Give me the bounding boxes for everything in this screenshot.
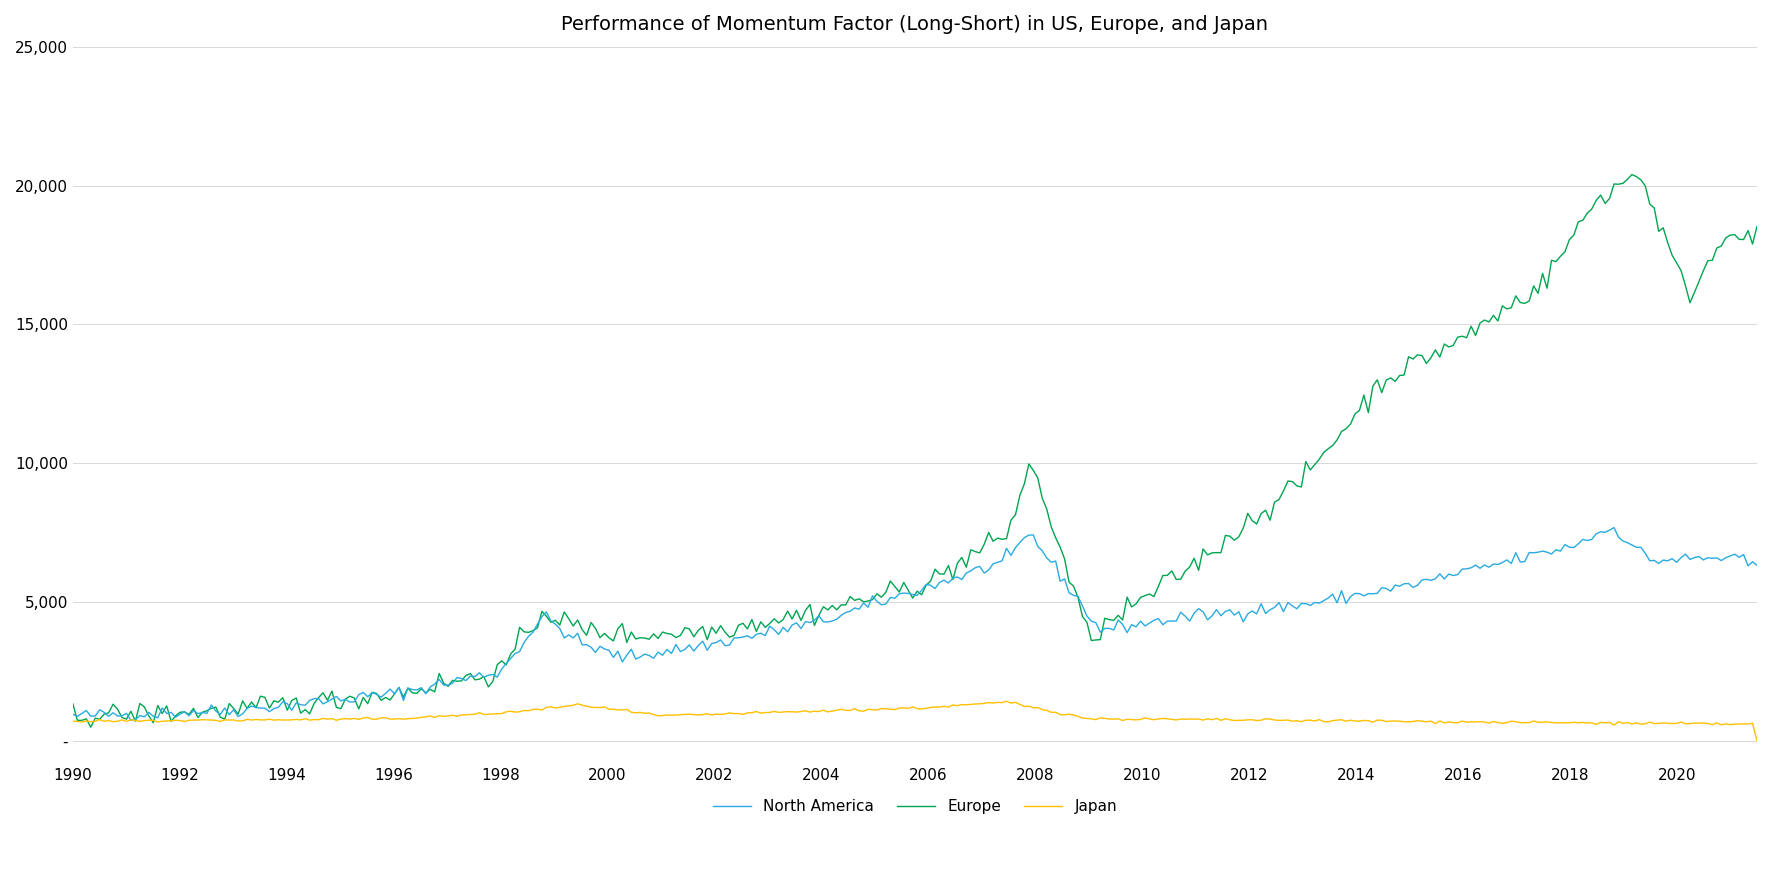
Europe <box>1675 281 1696 291</box>
North America <box>1747 560 1768 571</box>
Japan <box>62 716 83 727</box>
North America <box>115 708 136 719</box>
Europe <box>120 706 142 717</box>
Europe <box>80 722 101 733</box>
Japan <box>1671 717 1692 727</box>
Line: North America: North America <box>73 527 1758 720</box>
Europe <box>732 618 753 628</box>
Europe <box>1108 610 1129 620</box>
Japan <box>1689 718 1710 728</box>
Japan <box>996 696 1017 706</box>
Title: Performance of Momentum Factor (Long-Short) in US, Europe, and Japan: Performance of Momentum Factor (Long-Sho… <box>562 15 1269 34</box>
North America <box>1604 522 1625 533</box>
North America <box>1692 555 1714 566</box>
Line: Japan: Japan <box>73 701 1758 741</box>
North America <box>120 715 142 726</box>
North America <box>62 709 83 720</box>
Japan <box>1108 713 1129 724</box>
North America <box>996 543 1017 554</box>
Legend: North America, Europe, Japan: North America, Europe, Japan <box>707 793 1123 820</box>
Japan <box>728 708 750 719</box>
Europe <box>62 698 83 709</box>
Europe <box>1621 169 1643 180</box>
Japan <box>115 716 136 727</box>
North America <box>1675 549 1696 559</box>
Europe <box>996 534 1017 544</box>
Japan <box>991 697 1012 708</box>
Europe <box>1747 221 1768 232</box>
Japan <box>1747 735 1768 746</box>
North America <box>732 632 753 643</box>
North America <box>1108 615 1129 626</box>
Line: Europe: Europe <box>73 174 1758 727</box>
Europe <box>1692 266 1714 276</box>
